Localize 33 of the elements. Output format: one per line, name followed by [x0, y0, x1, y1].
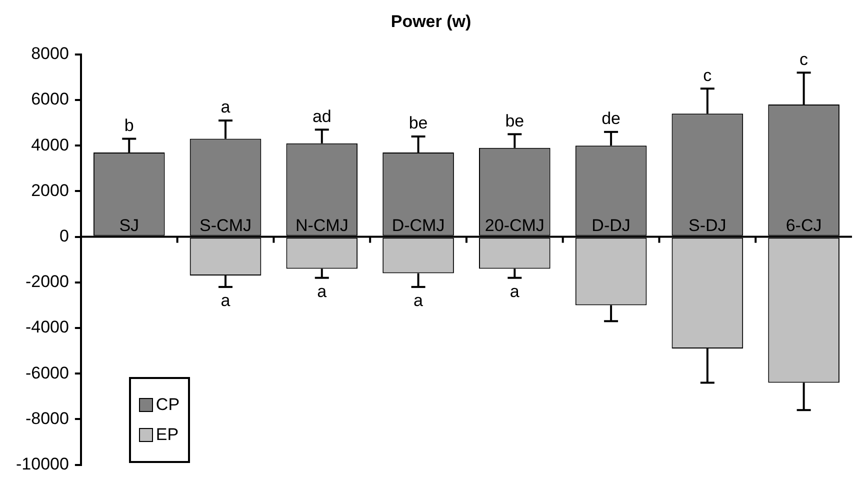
- x-tick-label: D-CMJ: [392, 216, 445, 235]
- annotation: be: [505, 111, 524, 130]
- annotation: a: [414, 291, 424, 310]
- legend-label: CP: [156, 394, 180, 415]
- annotation: be: [408, 114, 428, 133]
- y-tick-label: -4000: [25, 318, 69, 337]
- x-tick-label: 20-CMJ: [484, 216, 544, 235]
- y-tick-label: 6000: [31, 90, 69, 109]
- annotation: de: [602, 109, 621, 128]
- annotation: c: [703, 66, 712, 85]
- y-tick-label: -8000: [25, 408, 69, 428]
- y-tick-label: -6000: [25, 363, 69, 382]
- x-tick-label: N-CMJ: [295, 216, 348, 235]
- y-tick-label: -10000: [16, 454, 69, 474]
- legend-label: EP: [156, 424, 179, 445]
- y-tick-label: 8000: [31, 44, 69, 64]
- x-tick-label: 6-CJ: [786, 216, 822, 235]
- y-tick-label: 2000: [31, 180, 69, 200]
- annotation: a: [220, 98, 231, 117]
- y-tick-label: -2000: [25, 272, 69, 292]
- y-tick-label: 0: [59, 226, 69, 246]
- x-tick-label: D-DJ: [592, 216, 630, 235]
- x-tick-label: S-CMJ: [200, 216, 252, 235]
- chart-title: Power (w): [390, 12, 472, 31]
- y-tick-label: 4000: [31, 135, 69, 154]
- annotation: a: [220, 291, 231, 310]
- annotation: a: [317, 282, 328, 302]
- x-tick-label: SJ: [119, 216, 140, 235]
- annotation: b: [124, 116, 134, 135]
- x-tick-label: S-DJ: [688, 216, 726, 235]
- annotation: ad: [312, 106, 332, 126]
- annotation: a: [510, 282, 520, 302]
- annotation: c: [800, 50, 809, 69]
